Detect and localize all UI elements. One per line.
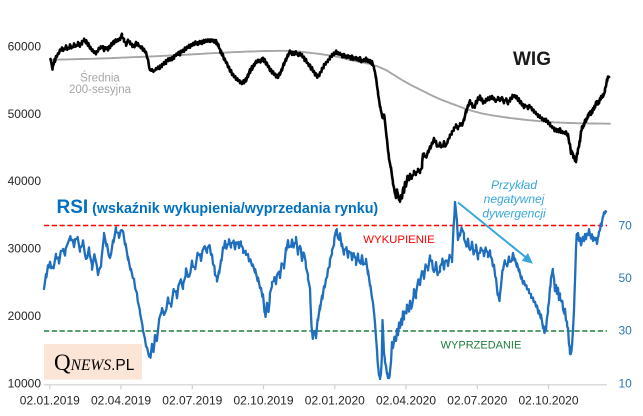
svg-text:02.04.2019: 02.04.2019 xyxy=(91,394,151,408)
svg-text:30: 30 xyxy=(619,324,633,338)
svg-text:02.01.2019: 02.01.2019 xyxy=(20,394,80,408)
svg-text:WYPRZEDANIE: WYPRZEDANIE xyxy=(441,340,522,352)
svg-text:Średnia: Średnia xyxy=(80,72,120,85)
svg-text:WIG: WIG xyxy=(513,49,551,70)
svg-text:40000: 40000 xyxy=(8,174,42,188)
svg-text:30000: 30000 xyxy=(8,242,42,256)
svg-text:02.10.2019: 02.10.2019 xyxy=(233,394,293,408)
svg-text:02.01.2020: 02.01.2020 xyxy=(305,394,365,408)
svg-text:02.10.2020: 02.10.2020 xyxy=(518,394,578,408)
svg-text:60000: 60000 xyxy=(8,39,42,53)
svg-text:02.07.2019: 02.07.2019 xyxy=(162,394,222,408)
svg-text:RSI (wskaźnik wykupienia/wyprz: RSI (wskaźnik wykupienia/wyprzedania ryn… xyxy=(57,197,379,218)
svg-text:200-sesyjna: 200-sesyjna xyxy=(69,84,132,96)
svg-text:negatywnej: negatywnej xyxy=(484,192,545,206)
svg-text:50000: 50000 xyxy=(8,107,42,121)
svg-text:WYKUPIENIE: WYKUPIENIE xyxy=(363,234,435,246)
svg-text:10000: 10000 xyxy=(8,376,42,390)
svg-text:02.04.2020: 02.04.2020 xyxy=(376,394,436,408)
svg-text:Przykład: Przykład xyxy=(491,178,537,192)
svg-text:dywergencji: dywergencji xyxy=(482,207,546,221)
svg-text:20000: 20000 xyxy=(8,309,42,323)
svg-text:70: 70 xyxy=(619,218,633,232)
svg-text:10: 10 xyxy=(619,376,633,390)
svg-text:02.07.2020: 02.07.2020 xyxy=(447,394,507,408)
svg-text:50: 50 xyxy=(619,271,633,285)
